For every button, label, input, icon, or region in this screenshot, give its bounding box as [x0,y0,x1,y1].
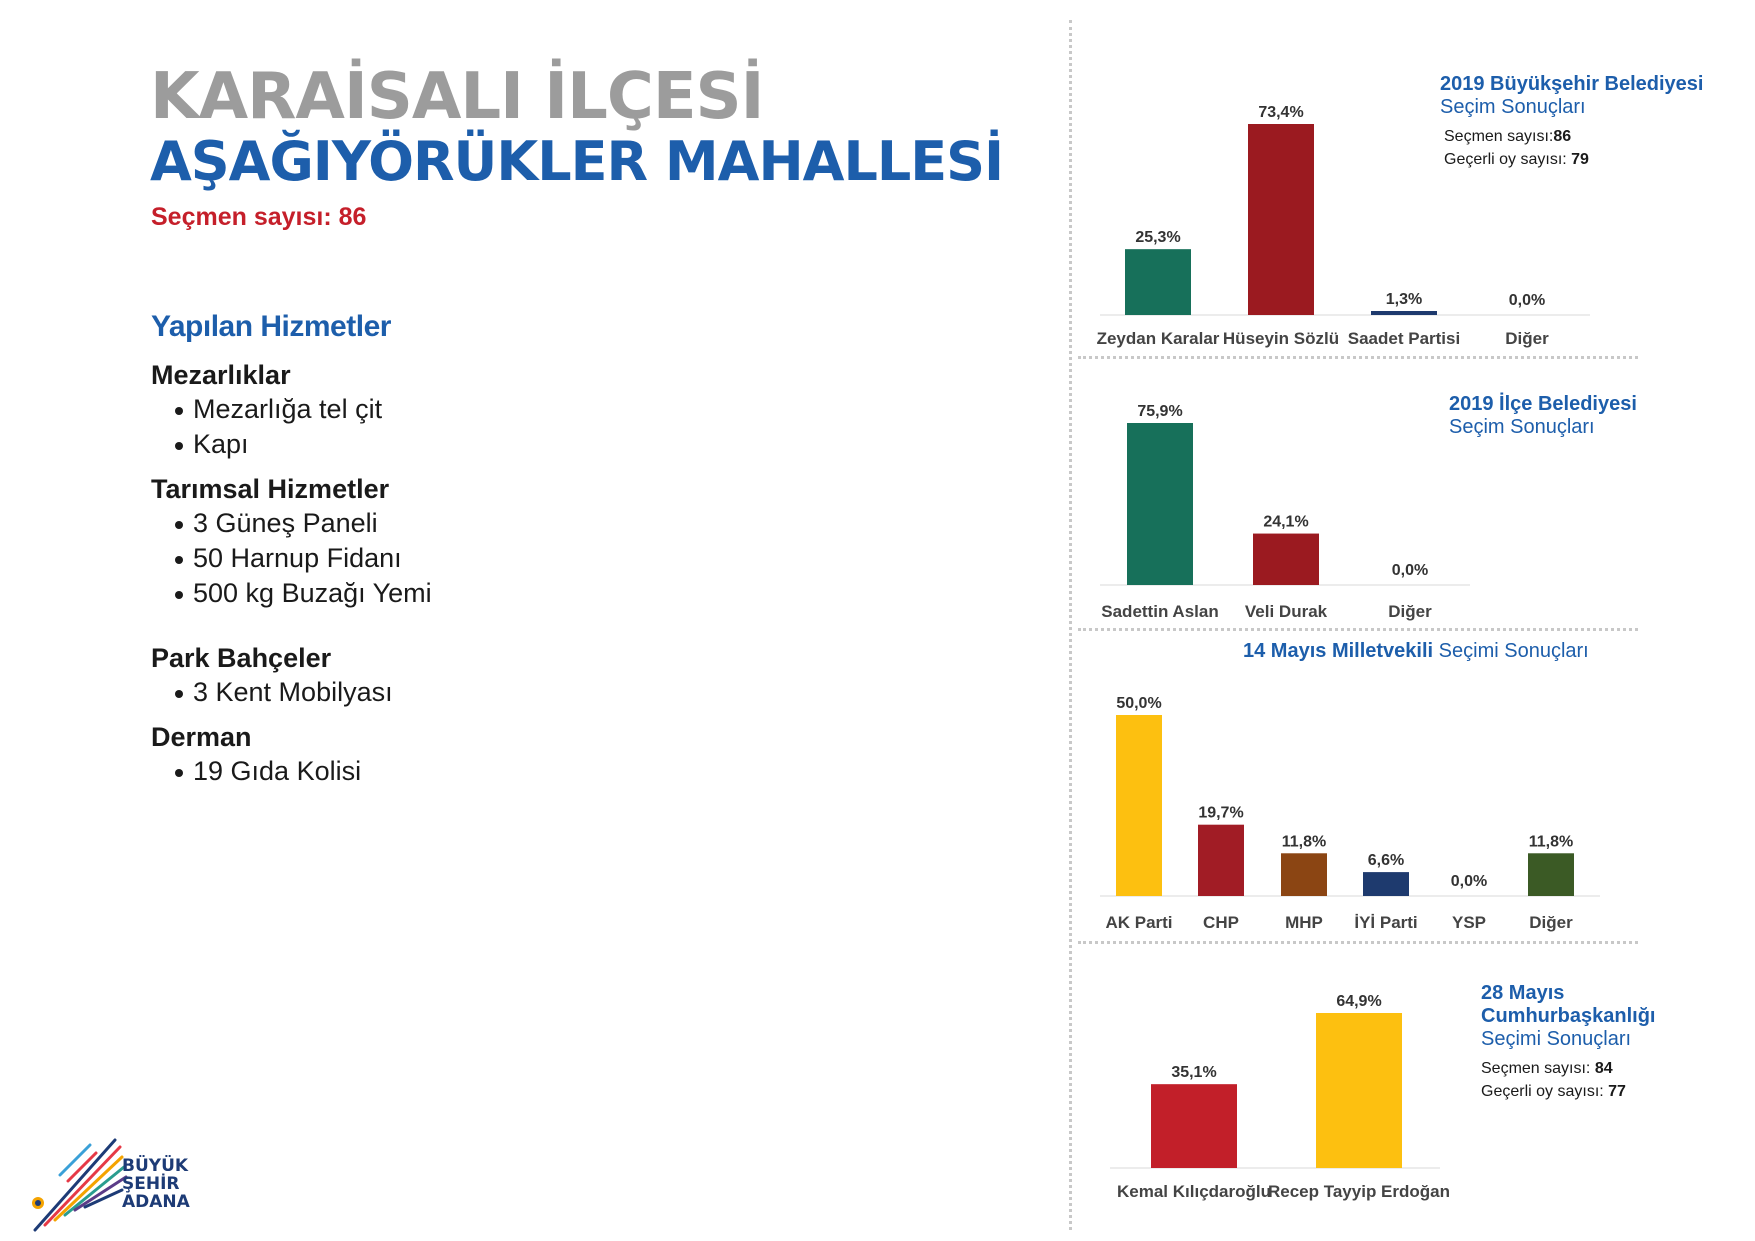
service-item: 19 Gıda Kolisi [151,754,851,789]
chart1-data-label: 0,0% [1509,292,1545,309]
chart3-data-label: 19,7% [1198,805,1243,822]
chart3-data-label: 11,8% [1529,833,1573,850]
chart3-category-label: AK Parti [1105,913,1172,932]
chart3-category-label: Diğer [1529,913,1573,932]
chart3-data-label: 11,8% [1282,833,1326,850]
chart4-data-label: 35,1% [1171,1064,1216,1081]
chart4-subtitle: Seçimi Sonuçları [1481,1028,1632,1050]
chart1-header: 2019 Büyükşehir Belediyesi Seçim Sonuçla… [1440,73,1703,171]
chart2-category-label: Diğer [1388,602,1432,621]
chart1-title: 2019 Büyükşehir Belediyesi [1440,73,1704,95]
service-category-title: Park Bahçeler [151,643,332,673]
chart3-data-label: 6,6% [1368,852,1404,869]
chart3-data-label: 50,0% [1116,695,1161,712]
chart4-category-label: Kemal Kılıçdaroğlu [1117,1182,1271,1201]
chart1-bar [1371,311,1437,315]
chart2-data-label: 0,0% [1392,562,1428,579]
chart2-title: 2019 İlçe Belediyesi [1449,393,1637,415]
chart4-meta: Seçmen sayısı: 84 Geçerli oy sayısı: 77 [1481,1060,1626,1100]
chart2-data-label: 75,9% [1137,403,1182,420]
chart3-category-label: MHP [1285,913,1323,932]
chart3-category-label: CHP [1203,913,1239,932]
logo-wordmark: BÜYÜK ŞEHİR ADANA [122,1156,190,1212]
chart3-header: 14 Mayıs Milletvekili Seçimi Sonuçları [1243,640,1589,663]
chart1-data-label: 1,3% [1386,291,1422,308]
chart1-category-label: Saadet Partisi [1348,329,1460,348]
horizontal-divider [1078,356,1638,359]
chart1-data-label: 25,3% [1135,229,1180,246]
page-title-district: KARAİSALI İLÇESİ [150,60,764,134]
chart1-category-label: Diğer [1505,329,1549,348]
service-item: 3 Kent Mobilyası [151,675,851,710]
chart3-bar [1198,824,1244,896]
chart3-bar [1281,853,1327,896]
chart3-bar [1363,872,1409,896]
chart4-data-label: 64,9% [1336,993,1381,1010]
chart1-subtitle: Seçim Sonuçları [1440,96,1586,118]
chart2-header: 2019 İlçe Belediyesi Seçim Sonuçları [1449,393,1637,439]
voter-count-label: Seçmen sayısı: [151,203,332,231]
horizontal-divider [1078,941,1638,944]
voter-count: Seçmen sayısı: 86 [151,203,366,232]
chart1-category-label: Hüseyin Sözlü [1223,329,1339,348]
service-item: Kapı [151,427,851,462]
chart1-bar [1125,249,1191,315]
services-list: Yapılan Hizmetler Mezarlıklar Mezarlığa … [151,310,851,799]
chart1-bar [1248,124,1314,315]
chart1-category-label: Zeydan Karalar [1097,329,1220,348]
chart4-bar [1151,1084,1237,1168]
chart3-data-label: 0,0% [1451,873,1487,890]
chart3-bar [1528,853,1574,896]
service-category-title: Tarımsal Hizmetler [151,474,390,504]
service-category-title: Derman [151,722,252,752]
horizontal-divider [1078,628,1638,631]
chart3-subtitle: Seçimi Sonuçları [1433,640,1589,662]
services-title: Yapılan Hizmetler [151,310,391,343]
service-item: 50 Harnup Fidanı [151,541,851,576]
buyuksehir-adana-logo [32,1138,128,1232]
chart4-header: 28 Mayıs Cumhurbaşkanlığı Seçimi Sonuçla… [1481,982,1655,1103]
page-title-neighborhood: AŞAĞIYÖRÜKLER MAHALLESİ [150,130,1004,193]
chart4-bar [1316,1013,1402,1168]
chart1-data-label: 73,4% [1258,104,1303,121]
vertical-divider [1069,20,1072,1230]
chart2-data-label: 24,1% [1263,514,1308,531]
service-category: Tarımsal Hizmetler 3 Güneş Paneli 50 Har… [151,472,851,611]
chart4-category-label: Recep Tayyip Erdoğan [1268,1182,1450,1201]
service-item: 3 Güneş Paneli [151,506,851,541]
chart2-bar [1253,533,1319,585]
chart2-category-label: Sadettin Aslan [1101,602,1218,621]
chart3-category-label: İYİ Parti [1354,913,1417,932]
chart2-bar [1127,423,1193,585]
chart1-meta: Seçmen sayısı:86 Geçerli oy sayısı: 79 [1444,128,1589,168]
service-category-title: Mezarlıklar [151,360,291,390]
chart2-category-label: Veli Durak [1245,602,1328,621]
service-category: Park Bahçeler 3 Kent Mobilyası [151,641,851,710]
service-item: Mezarlığa tel çit [151,392,851,427]
chart4-title-line2: Cumhurbaşkanlığı [1481,1005,1656,1027]
chart3-category-label: YSP [1452,913,1486,932]
service-category: Mezarlıklar Mezarlığa tel çit Kapı [151,358,851,462]
chart3-title: 14 Mayıs Milletvekili [1243,640,1434,662]
service-category: Derman 19 Gıda Kolisi [151,720,851,789]
chart3-bar [1116,715,1162,896]
service-item: 500 kg Buzağı Yemi [151,576,851,611]
voter-count-value: 86 [338,203,367,231]
chart4-title-line1: 28 Mayıs [1481,982,1565,1004]
chart2-subtitle: Seçim Sonuçları [1449,416,1595,438]
